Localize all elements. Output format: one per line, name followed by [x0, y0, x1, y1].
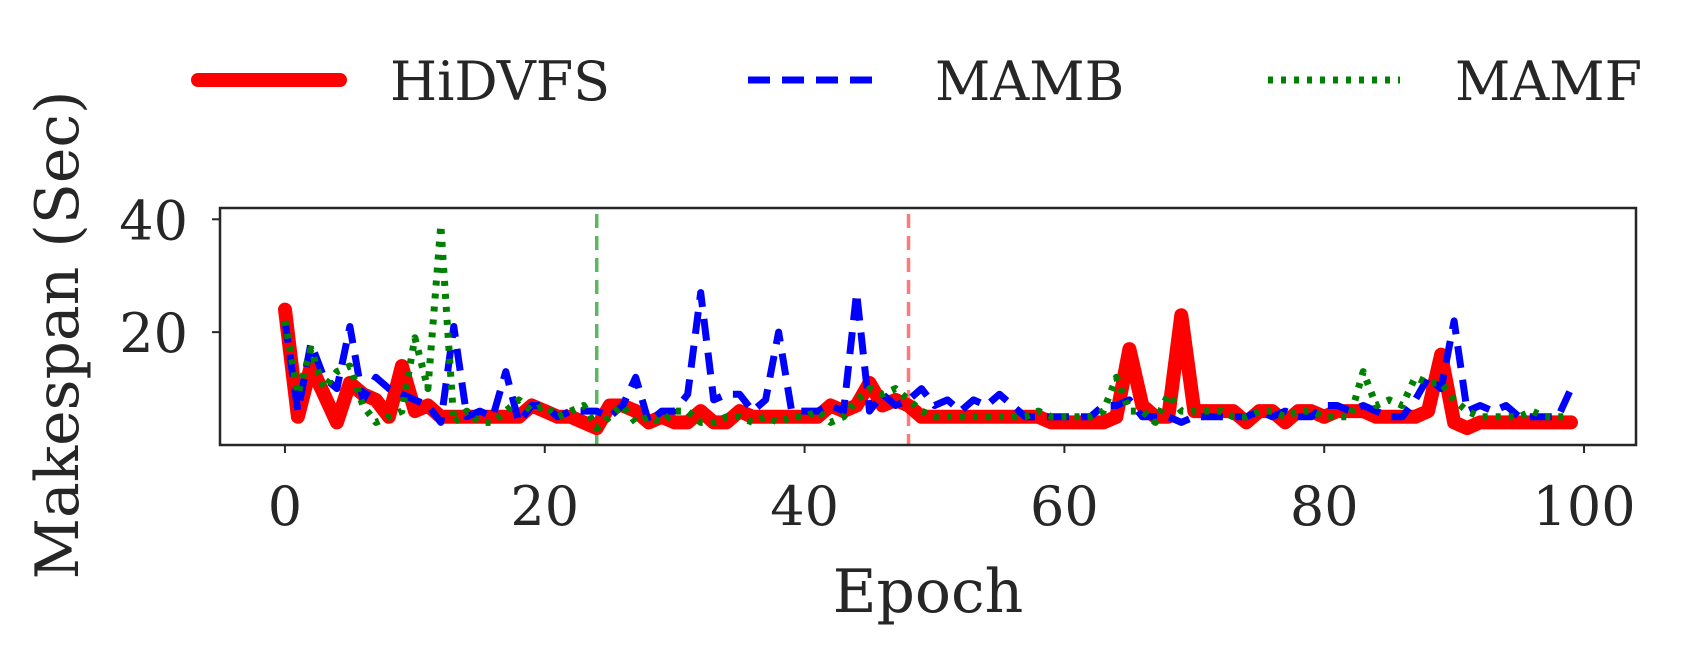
x-tick-label: 60 — [1030, 475, 1099, 538]
legend-label-hidvfs: HiDVFS — [390, 50, 610, 113]
y-tick-label: 20 — [119, 302, 188, 365]
y-axis-label: Makespan (Sec) — [23, 91, 93, 580]
x-tick-label: 40 — [770, 475, 839, 538]
x-tick-label: 100 — [1532, 475, 1635, 538]
legend: HiDVFS MAMB MAMF — [191, 50, 1642, 113]
axes: 0 20 40 60 80 100 20 40 Epoch Makespan (Sec) — [23, 91, 1638, 627]
series-line-mamf — [281, 221, 1571, 432]
plot-area — [278, 214, 1578, 445]
plot-frame — [218, 206, 1638, 447]
y-tick-label: 40 — [119, 189, 188, 252]
legend-label-mamb: MAMB — [935, 50, 1124, 113]
series-line-mamb — [281, 289, 1575, 426]
legend-label-mamf: MAMF — [1455, 50, 1642, 113]
x-tick-label: 20 — [510, 475, 579, 538]
x-tick-label: 0 — [268, 475, 302, 538]
x-tick-label: 80 — [1290, 475, 1359, 538]
x-axis-label: Epoch — [833, 557, 1024, 627]
